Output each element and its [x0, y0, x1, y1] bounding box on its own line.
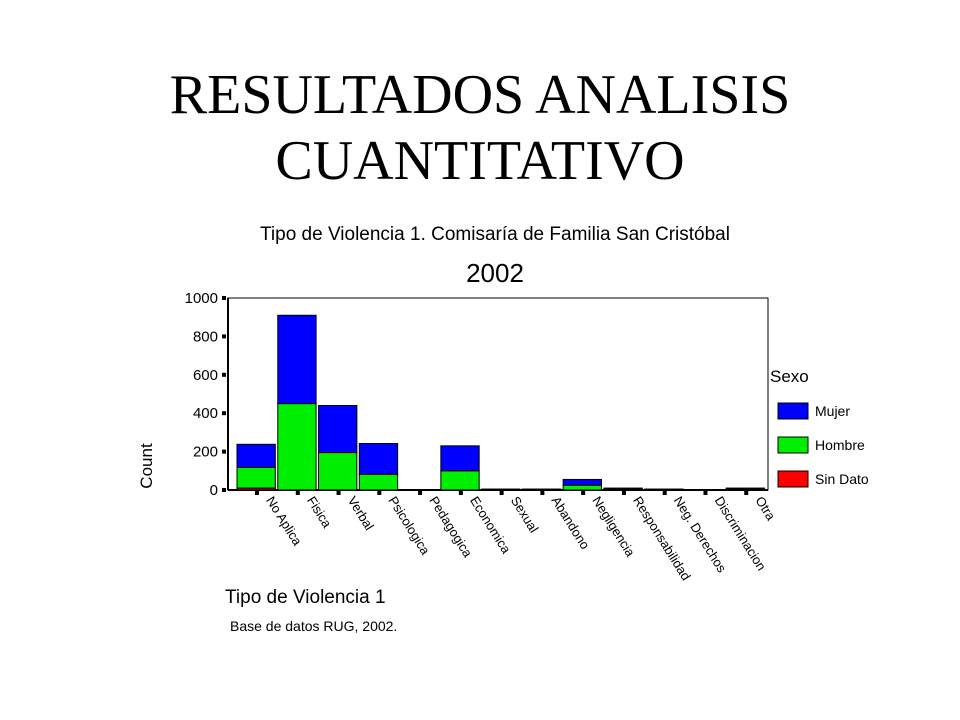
slide-title: RESULTADOS ANALISIS CUANTITATIVO — [0, 62, 960, 194]
legend-label: Hombre — [815, 437, 865, 453]
x-tick-mark — [662, 491, 667, 495]
x-tick-label: Negligencia — [589, 494, 638, 560]
legend-label: Sin Dato — [815, 471, 869, 487]
slide-title-line-2: CUANTITATIVO — [275, 130, 685, 192]
legend-swatch — [777, 436, 809, 454]
legend-swatch — [777, 402, 809, 420]
y-tick-label: 200 — [193, 444, 218, 461]
x-tick-label: Verbal — [345, 494, 377, 533]
y-axis-label: Count — [137, 443, 156, 489]
bar-mujer — [358, 443, 399, 475]
x-tick-mark — [458, 491, 463, 495]
y-tick-mark — [222, 449, 226, 454]
legend-swatch — [777, 470, 809, 488]
x-tick-mark — [418, 491, 423, 495]
y-tick-mark — [222, 411, 226, 416]
x-tick-label: Economica — [467, 494, 514, 557]
bars — [236, 314, 766, 491]
legend: Mujer Hombre Sin Dato — [777, 402, 869, 488]
x-tick-label: Abandono — [549, 494, 593, 552]
bar-hombre — [277, 403, 317, 491]
bar-mujer — [318, 405, 358, 454]
y-tick-mark — [222, 372, 226, 377]
bar-hombre — [358, 473, 399, 491]
x-tick-label: Sexual — [508, 494, 542, 536]
y-axis-ticks: 0 200 400 600 800 1000 — [185, 290, 226, 499]
bar-mujer — [236, 443, 276, 468]
x-tick-mark — [336, 491, 341, 495]
chart-title: Tipo de Violencia 1. Comisaría de Famili… — [260, 224, 730, 245]
x-tick-label: Psicologica — [386, 494, 434, 558]
bar-mujer — [603, 487, 643, 490]
y-tick-label: 800 — [193, 328, 218, 345]
y-tick-mark — [222, 296, 226, 300]
x-tick-label: Fisica — [304, 494, 335, 531]
x-tick-mark — [499, 491, 504, 495]
x-tick-mark — [621, 491, 626, 495]
bar-mujer — [725, 487, 766, 490]
x-axis-label: Tipo de Violencia 1 — [225, 587, 386, 608]
source-note: Base de datos RUG, 2002. — [230, 618, 397, 634]
bar-mujer — [562, 478, 602, 486]
x-tick-label: Otra — [752, 494, 779, 524]
x-tick-mark — [744, 491, 749, 495]
bar-mujer — [481, 488, 521, 491]
x-tick-mark — [540, 491, 545, 495]
bar-hombre — [644, 488, 684, 491]
x-tick-mark — [377, 491, 382, 495]
bar-hombre — [562, 484, 602, 491]
bar-mujer — [277, 314, 317, 405]
chart-subtitle: 2002 — [466, 258, 524, 288]
bar-mujer — [521, 488, 562, 491]
bar-hombre — [440, 470, 480, 491]
x-tick-mark — [703, 491, 708, 495]
x-tick-label: No Aplica — [263, 494, 305, 549]
y-tick-mark — [222, 334, 226, 339]
x-tick-mark — [255, 491, 260, 495]
bar-hombre — [236, 466, 276, 489]
legend-label: Mujer — [815, 403, 850, 419]
legend-title: Sexo — [770, 367, 809, 386]
x-tick-mark — [581, 491, 586, 495]
bar-mujer — [440, 445, 480, 472]
y-tick-label: 1000 — [185, 290, 218, 307]
y-tick-label: 0 — [210, 482, 218, 499]
y-tick-label: 600 — [193, 367, 218, 384]
y-tick-label: 400 — [193, 405, 218, 422]
slide-title-line-1: RESULTADOS ANALISIS — [169, 64, 791, 126]
x-tick-mark — [295, 491, 300, 495]
y-tick-mark — [222, 488, 226, 492]
bar-hombre — [318, 452, 358, 491]
